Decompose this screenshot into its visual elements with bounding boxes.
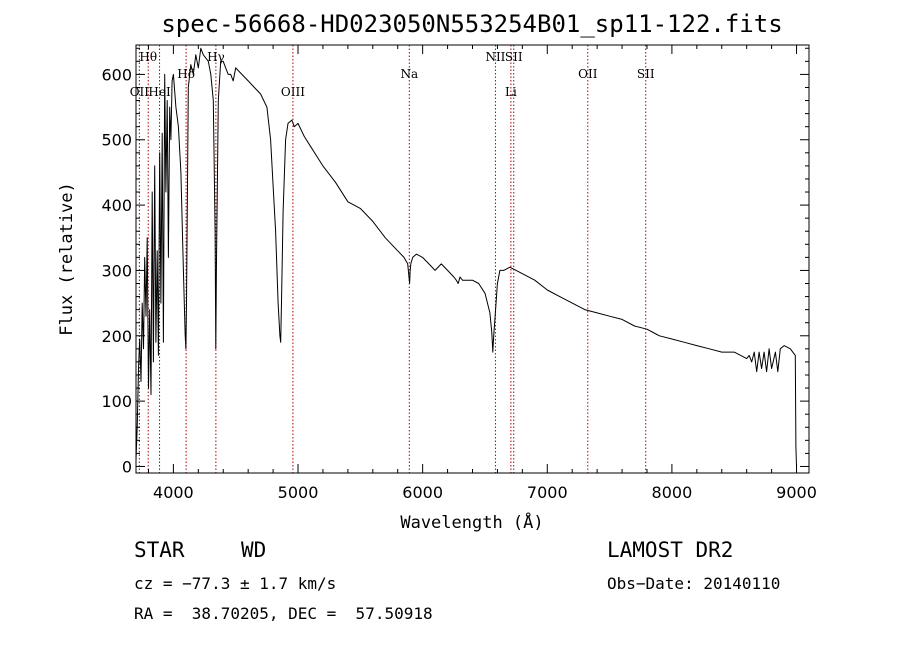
line-markers — [138, 45, 647, 473]
line-label-5: OIII — [281, 85, 305, 99]
spectrum-series — [135, 47, 797, 467]
line-label-11: SII — [637, 67, 655, 81]
x-tick-label-3: 7000 — [527, 483, 568, 502]
line-label-0: Hθ — [139, 50, 157, 64]
y-axis-label: Flux (relative) — [57, 182, 77, 336]
ra-dec: RA = 38.70205, DEC = 57.50918 — [134, 604, 433, 623]
object-subclass: WD — [241, 538, 267, 562]
line-label-4: Hγ — [207, 50, 225, 64]
y-tick-label-4: 400 — [101, 196, 132, 215]
chart-title: spec-56668-HD023050N553254B01_sp11-122.f… — [161, 10, 782, 38]
line-label-7: NII — [485, 50, 505, 64]
line-label-2: HeI — [148, 85, 171, 99]
line-label-3: Hδ — [177, 67, 195, 81]
y-tick-label-0: 0 — [122, 457, 132, 476]
x-tick-label-5: 9000 — [776, 483, 817, 502]
y-tick-label-6: 600 — [101, 65, 132, 84]
line-label-10: OII — [578, 67, 598, 81]
spectrum-line — [135, 47, 797, 467]
line-label-8: Li — [505, 85, 517, 99]
line-label-1: OII — [130, 85, 150, 99]
line-label-9: SII — [505, 50, 523, 64]
plot-frame — [135, 44, 810, 474]
y-tick-label-3: 300 — [101, 261, 132, 280]
axis-ticks: 4000 5000 6000 7000 8000 9000 0 100 200 300 400 500… — [101, 45, 817, 502]
observation-date: Obs−Date: 20140110 — [607, 574, 781, 593]
y-tick-label-1: 100 — [101, 392, 132, 411]
redshift-cz: cz = −77.3 ± 1.7 km/s — [134, 574, 337, 593]
object-class: STAR — [134, 538, 185, 562]
y-tick-label-2: 200 — [101, 327, 132, 346]
x-axis-label: Wavelength (Å) — [400, 511, 543, 533]
survey-name: LAMOST DR2 — [607, 538, 734, 562]
line-label-6: Na — [400, 67, 418, 81]
y-tick-label-5: 500 — [101, 131, 132, 150]
x-tick-label-1: 5000 — [278, 483, 319, 502]
x-tick-label-4: 8000 — [652, 483, 693, 502]
x-tick-label-0: 4000 — [153, 483, 194, 502]
x-tick-label-2: 6000 — [402, 483, 443, 502]
